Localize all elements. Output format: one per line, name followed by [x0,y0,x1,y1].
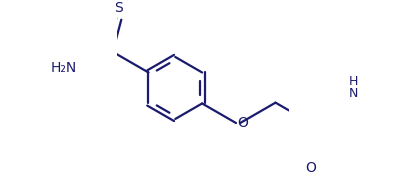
Text: H₂N: H₂N [51,61,77,75]
Text: H
N: H N [347,75,357,100]
Text: S: S [114,1,123,15]
Text: O: O [305,161,315,175]
Text: O: O [236,116,247,130]
